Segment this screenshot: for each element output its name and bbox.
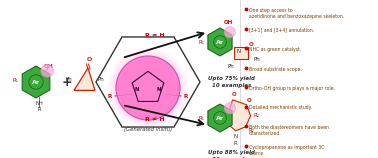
Circle shape bbox=[116, 56, 180, 120]
Circle shape bbox=[116, 56, 180, 120]
Polygon shape bbox=[208, 28, 232, 56]
Circle shape bbox=[224, 103, 235, 114]
Text: Ph: Ph bbox=[228, 64, 235, 69]
Text: R: R bbox=[108, 94, 112, 98]
Text: NH: NH bbox=[35, 101, 43, 106]
Text: Ph: Ph bbox=[65, 77, 72, 82]
Text: R₁: R₁ bbox=[198, 40, 204, 45]
Polygon shape bbox=[22, 66, 50, 98]
Text: NHC as green catalyst.: NHC as green catalyst. bbox=[249, 47, 301, 52]
Text: R₁: R₁ bbox=[198, 115, 204, 121]
Circle shape bbox=[112, 52, 184, 124]
Text: R: R bbox=[234, 141, 237, 146]
Text: N: N bbox=[234, 134, 238, 139]
Text: Broad substrate scope.: Broad substrate scope. bbox=[249, 67, 302, 72]
Circle shape bbox=[114, 54, 182, 122]
Text: O: O bbox=[231, 92, 236, 97]
Text: O: O bbox=[249, 42, 254, 47]
Polygon shape bbox=[208, 104, 232, 132]
Text: Ar: Ar bbox=[216, 40, 224, 45]
Text: Upto 75% yield
10 examples: Upto 75% yield 10 examples bbox=[209, 76, 256, 88]
Text: R: R bbox=[37, 107, 41, 112]
Text: R₂: R₂ bbox=[249, 128, 254, 133]
Text: R = H: R = H bbox=[145, 33, 165, 38]
Text: R₁: R₁ bbox=[12, 78, 18, 82]
Text: Cyclopropanone as important 3C
source: Cyclopropanone as important 3C source bbox=[249, 145, 324, 156]
Circle shape bbox=[110, 50, 186, 126]
Text: Ph: Ph bbox=[254, 57, 260, 62]
Text: Ar: Ar bbox=[216, 115, 224, 121]
Text: Ph: Ph bbox=[97, 77, 104, 82]
Text: R₂: R₂ bbox=[254, 113, 259, 118]
Text: R ≠ H: R ≠ H bbox=[145, 117, 165, 122]
Text: N: N bbox=[135, 87, 139, 92]
Text: [3+1] and [3+4] annulation.: [3+1] and [3+4] annulation. bbox=[249, 27, 314, 33]
Text: Ar: Ar bbox=[32, 79, 40, 85]
Text: O: O bbox=[246, 98, 251, 103]
Polygon shape bbox=[234, 47, 248, 59]
Text: N: N bbox=[236, 49, 240, 54]
Text: OH: OH bbox=[224, 20, 233, 25]
Polygon shape bbox=[74, 68, 95, 90]
Text: +: + bbox=[62, 76, 72, 88]
Circle shape bbox=[224, 27, 235, 38]
Circle shape bbox=[41, 64, 54, 77]
Text: R: R bbox=[184, 94, 188, 98]
Text: O: O bbox=[87, 57, 91, 62]
Text: OH: OH bbox=[44, 64, 54, 69]
Text: Both the diastereomers have been
characterized.: Both the diastereomers have been charact… bbox=[249, 125, 329, 136]
Polygon shape bbox=[228, 100, 251, 131]
Text: One step access to
azetidinone and benzoxazepine skeleton.: One step access to azetidinone and benzo… bbox=[249, 8, 344, 19]
Text: Detailed mechanistic study.: Detailed mechanistic study. bbox=[249, 106, 312, 110]
Text: (Generated insitu): (Generated insitu) bbox=[124, 127, 172, 132]
Text: Ortho-OH group is plays a major role.: Ortho-OH group is plays a major role. bbox=[249, 86, 335, 91]
Text: Upto 88% yield
26 examples: Upto 88% yield 26 examples bbox=[209, 150, 256, 158]
Text: N: N bbox=[156, 87, 161, 92]
Circle shape bbox=[108, 48, 188, 128]
